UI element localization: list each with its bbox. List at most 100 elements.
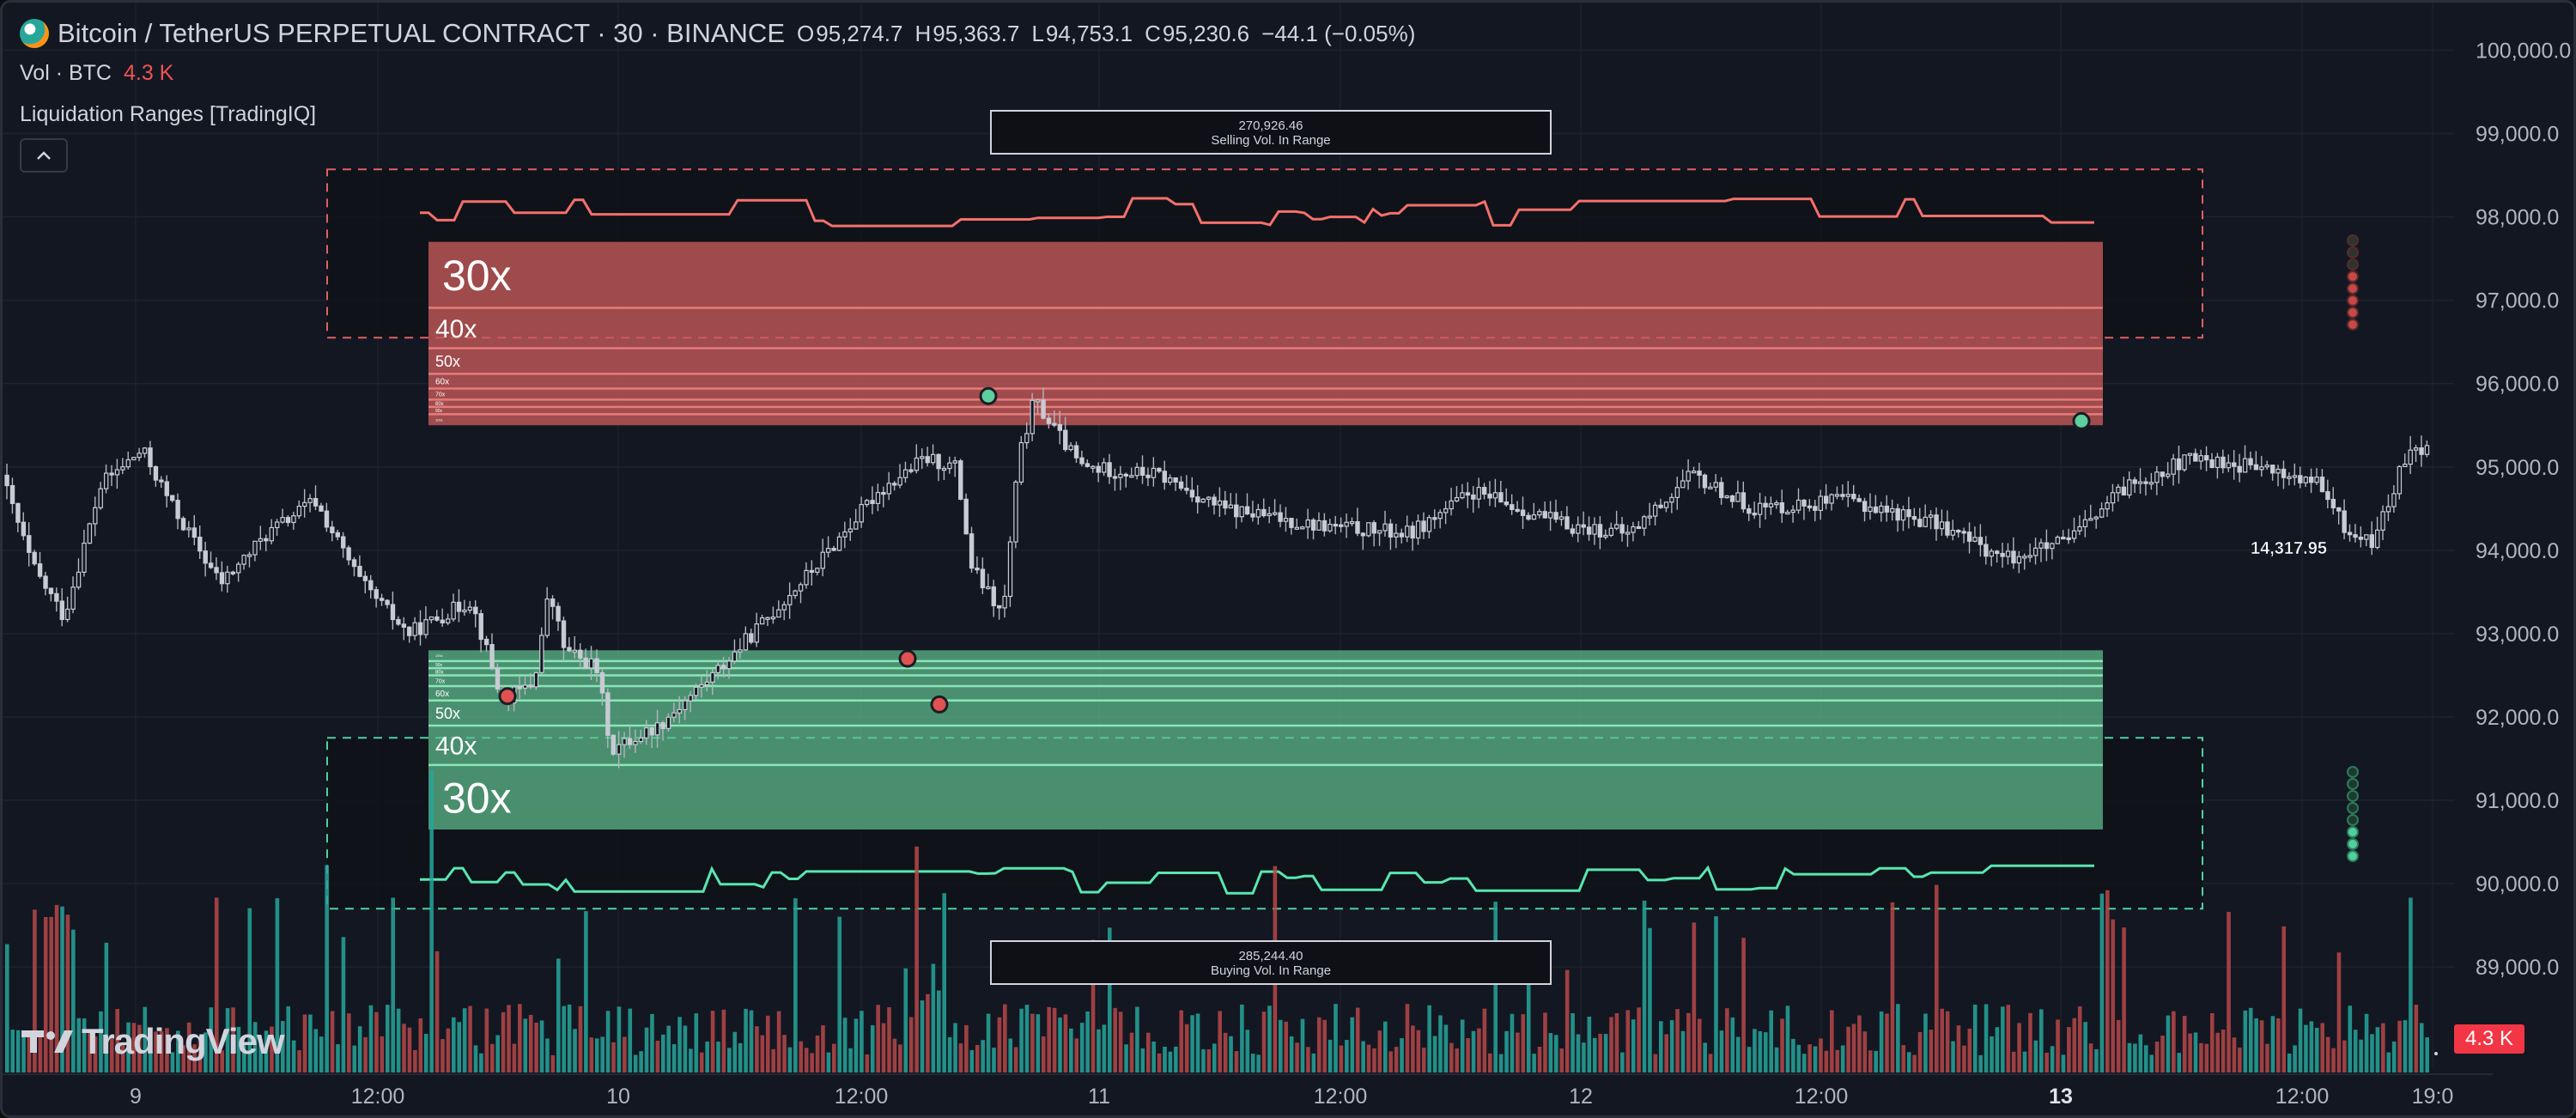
volume-bar [1085,1011,1090,1072]
candle-body [1394,532,1399,538]
candle-body [37,563,43,577]
candle [2358,526,2364,548]
volume-bar [1648,927,1652,1072]
candle-body [1917,519,1923,527]
close-value: C95,230.6 [1145,20,1250,46]
volume-bar [2325,1036,2330,1072]
candle [1068,442,1073,452]
candle [605,688,611,749]
volume-bar [1311,1053,1316,1072]
candle [1283,507,1289,532]
long-level-dot [2347,814,2359,826]
tradingview-logo[interactable]: TradingView [21,1021,285,1062]
candle [1801,499,1807,520]
candle [1989,548,1994,567]
candle [1261,498,1267,518]
volume-bar [270,1026,274,1072]
candle [87,522,93,544]
candle-body [2027,555,2032,558]
volume-bar [997,1017,1002,1072]
candle-body [2292,475,2298,478]
candle-body [2264,465,2269,468]
long-cumulative-volume-line [420,864,2094,895]
candle-body [1321,520,1327,532]
candle-body [1118,473,1123,478]
buy-signal-marker [2072,411,2091,430]
candle [1101,458,1107,477]
volume-bar [1041,1036,1046,1072]
candle-body [1978,537,1984,545]
volume-bar [2133,1043,2137,1072]
candle-body [1895,507,1900,521]
volume-bar [1543,1012,1547,1072]
volume-bar [308,1014,313,1072]
candle [70,576,76,614]
candle [148,441,153,476]
candle-body [153,465,159,481]
candle [2242,445,2248,473]
candle [1625,525,1631,547]
volume-bar [1885,1013,1889,1072]
volume-bar [1592,1037,1597,1072]
candle [1134,462,1139,480]
volume-bar [1295,1042,1299,1072]
volume-legend[interactable]: Vol · BTC 4.3 K [20,61,173,86]
volume-bar [518,1004,522,1072]
collapse-legend-button[interactable] [20,138,68,173]
volume-bar [639,1051,643,1072]
candle-body [374,589,379,599]
candle-body [1890,507,1895,513]
candle [1680,469,1686,489]
indicator-legend[interactable]: Liquidation Ranges [TradingIQ] [20,102,316,127]
volume-bar [1769,1010,1773,1072]
volume-bar [1990,1036,1994,1072]
volume-bar [903,968,908,1072]
candle-body [70,586,76,611]
candle [76,558,82,590]
candle [1024,422,1030,449]
candle [1162,460,1167,490]
candle-body [1553,512,1558,520]
volume-bar [1692,922,1697,1072]
volume-bar [705,1041,709,1072]
short-level-label-40x: 40x [435,315,477,343]
candle [688,691,693,713]
candle-body [2347,532,2353,536]
volume-bar [104,942,109,1072]
volume-bar [131,1023,137,1072]
volume-bar [1564,969,1570,1072]
volume-bar [374,1012,379,1072]
volume-bar [1862,1031,1868,1072]
long-level-label-90x: 90x [435,663,443,668]
candle-body [2044,542,2050,550]
candle [451,593,456,622]
symbol-title[interactable]: Bitcoin / TetherUS PERPETUAL CONTRACT · … [58,18,785,48]
candle [280,508,285,524]
candle [1228,493,1234,509]
candle [2319,469,2325,493]
candle [2022,553,2027,570]
long-liquidation-band [428,650,2103,830]
candle [2391,485,2397,513]
candle [93,496,98,537]
candle-body [1625,532,1631,535]
candle-body [1570,528,1576,534]
candle [2298,466,2303,489]
candle-body [2303,477,2308,483]
candle [1840,484,1845,501]
candle-body [738,649,743,653]
candle-body [1779,502,1785,513]
candle [864,499,870,507]
price-chart[interactable]: 100,000.0 99,000.0 98,000.0 97,000.0 96,000.… [3,3,2576,1118]
candle [699,676,704,698]
volume-bar [760,1035,765,1072]
volume-bar [2409,897,2413,1072]
candle-body [48,587,54,594]
volume-bar [749,1010,754,1072]
volume-bar [837,916,842,1072]
volume-bar [1758,1030,1763,1072]
candle [1349,517,1355,526]
candle-body [522,684,528,689]
candle [423,605,428,639]
candle-body [561,620,567,648]
